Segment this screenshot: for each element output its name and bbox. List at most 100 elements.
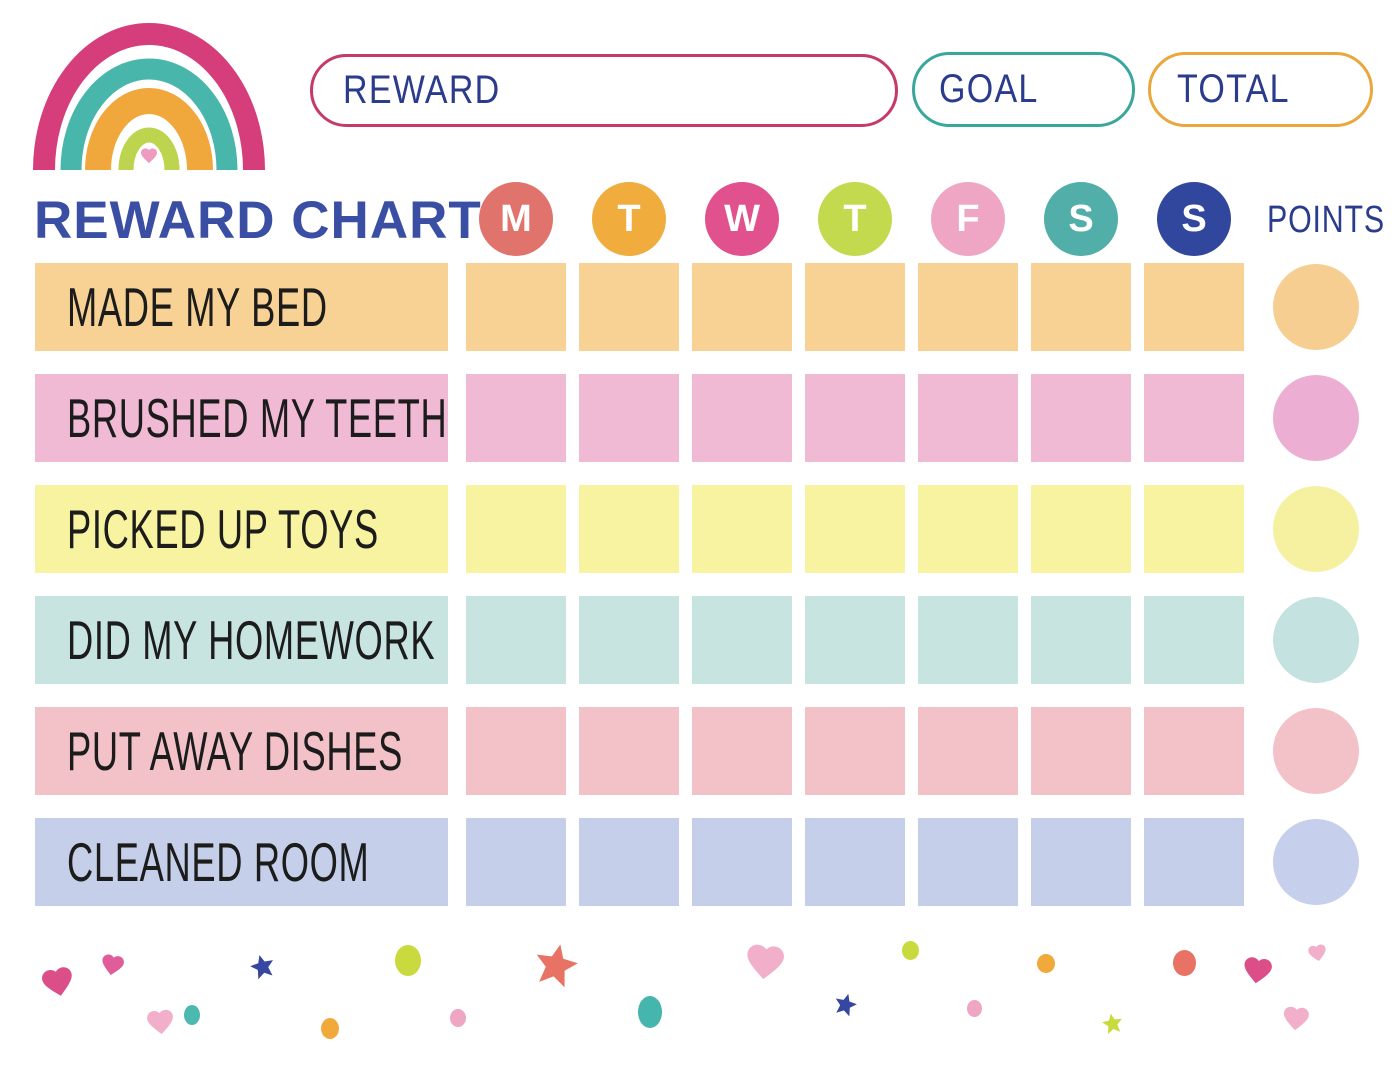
rainbow-heart-icon <box>141 148 157 164</box>
points-circle[interactable] <box>1273 486 1359 572</box>
day-cell[interactable] <box>579 596 679 684</box>
goal-field[interactable]: GOAL <box>912 52 1135 127</box>
day-cell[interactable] <box>1031 263 1131 351</box>
day-cell[interactable] <box>1144 263 1244 351</box>
day-cell[interactable] <box>918 596 1018 684</box>
heart-icon <box>146 1009 173 1035</box>
day-cell[interactable] <box>1031 818 1131 906</box>
rainbow-arc-teal-icon <box>60 58 238 170</box>
chore-row: CLEANED ROOM <box>0 818 1400 906</box>
day-cell[interactable] <box>805 485 905 573</box>
day-slot: M <box>466 182 566 256</box>
chore-label: PICKED UP TOYS <box>67 498 379 560</box>
day-cell[interactable] <box>1031 707 1131 795</box>
chore-label: DID MY HOMEWORK <box>67 609 436 671</box>
rainbow-arc-green-icon <box>118 127 180 170</box>
chore-row: BRUSHED MY TEETH <box>0 374 1400 462</box>
points-column-label: POINTS <box>1267 199 1385 241</box>
day-cell[interactable] <box>692 596 792 684</box>
chore-row: DID MY HOMEWORK <box>0 596 1400 684</box>
day-cell[interactable] <box>918 263 1018 351</box>
day-cell[interactable] <box>579 485 679 573</box>
reward-field[interactable]: REWARD <box>310 54 898 127</box>
day-slot: T <box>579 182 679 256</box>
day-cell[interactable] <box>466 263 566 351</box>
day-cell[interactable] <box>466 485 566 573</box>
points-circle[interactable] <box>1273 264 1359 350</box>
heart-icon <box>1307 944 1326 962</box>
day-cell[interactable] <box>1144 707 1244 795</box>
total-field[interactable]: TOTAL <box>1148 52 1373 127</box>
chore-label-bar: PUT AWAY DISHES <box>35 707 448 795</box>
rainbow-arc-orange-icon <box>85 88 213 170</box>
chore-label: BRUSHED MY TEETH <box>67 387 448 449</box>
points-circle[interactable] <box>1273 597 1359 683</box>
points-circle[interactable] <box>1273 375 1359 461</box>
heart-icon <box>42 967 72 996</box>
day-circle-m: M <box>479 182 553 256</box>
chore-label: MADE MY BED <box>67 276 328 338</box>
day-cell[interactable] <box>579 263 679 351</box>
day-slot: S <box>1031 182 1131 256</box>
dot-icon <box>1037 953 1055 973</box>
day-cell[interactable] <box>466 707 566 795</box>
day-cell[interactable] <box>1031 596 1131 684</box>
day-cell[interactable] <box>1031 485 1131 573</box>
day-cell[interactable] <box>579 374 679 462</box>
day-cell[interactable] <box>579 707 679 795</box>
day-cell[interactable] <box>1144 485 1244 573</box>
day-cell[interactable] <box>805 596 905 684</box>
day-cell[interactable] <box>466 596 566 684</box>
day-cell[interactable] <box>805 374 905 462</box>
star-icon <box>536 944 578 988</box>
day-cell[interactable] <box>579 818 679 906</box>
points-circle[interactable] <box>1273 708 1359 794</box>
day-cell[interactable] <box>805 263 905 351</box>
day-cell[interactable] <box>1144 374 1244 462</box>
day-cell[interactable] <box>805 707 905 795</box>
day-cell[interactable] <box>805 818 905 906</box>
dot-icon <box>966 999 982 1017</box>
day-cell[interactable] <box>918 374 1018 462</box>
rainbow-logo <box>33 23 265 170</box>
day-slot: F <box>918 182 1018 256</box>
day-letter: M <box>500 198 532 240</box>
day-letter: F <box>956 198 980 240</box>
day-cell[interactable] <box>918 818 1018 906</box>
day-cell[interactable] <box>692 374 792 462</box>
day-cell[interactable] <box>692 485 792 573</box>
heart-icon <box>1283 1006 1309 1030</box>
day-circle-s: S <box>1044 182 1118 256</box>
points-circle[interactable] <box>1273 819 1359 905</box>
dot-icon <box>184 1005 200 1025</box>
day-cell[interactable] <box>692 263 792 351</box>
day-cell[interactable] <box>1144 818 1244 906</box>
day-cell[interactable] <box>466 818 566 906</box>
day-cell[interactable] <box>918 707 1018 795</box>
heart-icon <box>747 944 784 980</box>
chore-label-bar: BRUSHED MY TEETH <box>35 374 448 462</box>
day-cell[interactable] <box>692 707 792 795</box>
day-letter: T <box>843 198 867 240</box>
day-circle-t: T <box>592 182 666 256</box>
chore-row: PUT AWAY DISHES <box>0 707 1400 795</box>
day-cell[interactable] <box>918 485 1018 573</box>
reward-field-label: REWARD <box>343 68 501 112</box>
day-cell[interactable] <box>466 374 566 462</box>
day-cell[interactable] <box>692 818 792 906</box>
goal-field-label: GOAL <box>939 67 1039 111</box>
star-icon <box>1101 1013 1122 1034</box>
chore-label-bar: PICKED UP TOYS <box>35 485 448 573</box>
day-circle-t: T <box>818 182 892 256</box>
day-circle-s: S <box>1157 182 1231 256</box>
day-cell[interactable] <box>1031 374 1131 462</box>
dot-icon <box>450 1009 466 1027</box>
day-cell[interactable] <box>1144 596 1244 684</box>
heart-icon <box>101 954 124 975</box>
star-icon <box>249 954 273 979</box>
dot-icon <box>901 940 919 960</box>
chore-row: MADE MY BED <box>0 263 1400 351</box>
day-slot: S <box>1144 182 1244 256</box>
page-title: REWARD CHART <box>34 191 482 250</box>
